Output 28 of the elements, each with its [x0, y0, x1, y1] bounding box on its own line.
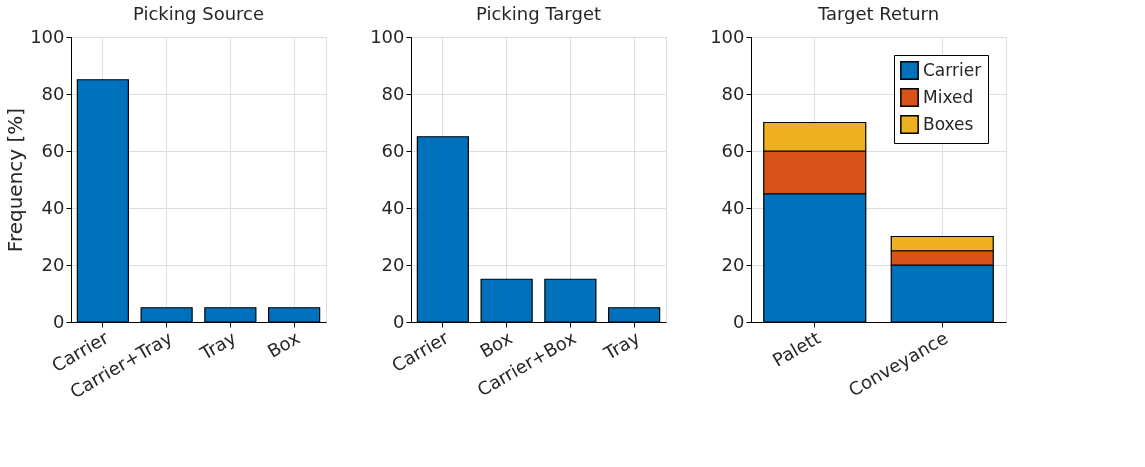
- legend-label: Mixed: [923, 86, 974, 107]
- y-tick-label: 80: [381, 82, 405, 104]
- y-tick-label: 40: [381, 196, 405, 218]
- y-tick-label: 80: [721, 82, 745, 104]
- y-tick-label: 40: [41, 196, 65, 218]
- x-tick-label: Tray: [599, 326, 644, 365]
- y-tick-label: 20: [41, 253, 65, 275]
- y-tick-label: 40: [721, 196, 745, 218]
- chart-title: Target Return: [816, 3, 940, 24]
- y-tick-label: 60: [41, 139, 65, 161]
- y-tick-label: 100: [710, 25, 745, 47]
- y-tick-label: 100: [30, 25, 65, 47]
- chart-title: Picking Source: [132, 3, 265, 24]
- y-tick-label: 20: [721, 253, 745, 275]
- y-tick-label: 0: [733, 310, 745, 332]
- y-tick-label: 20: [381, 253, 405, 275]
- x-tick-label: Tray: [195, 326, 240, 365]
- legend-label: Boxes: [923, 113, 974, 134]
- x-tick-label: Box: [263, 326, 304, 362]
- y-tick-label: 0: [53, 310, 65, 332]
- y-tick-label: 100: [370, 25, 405, 47]
- y-tick-label: 80: [41, 82, 65, 104]
- chart-title: Picking Target: [475, 3, 602, 24]
- y-axis-title: Frequency [%]: [3, 107, 28, 253]
- y-tick-label: 60: [721, 139, 745, 161]
- y-tick-label: 60: [381, 139, 405, 161]
- legend-label: Carrier: [923, 59, 982, 80]
- y-tick-label: 0: [393, 310, 405, 332]
